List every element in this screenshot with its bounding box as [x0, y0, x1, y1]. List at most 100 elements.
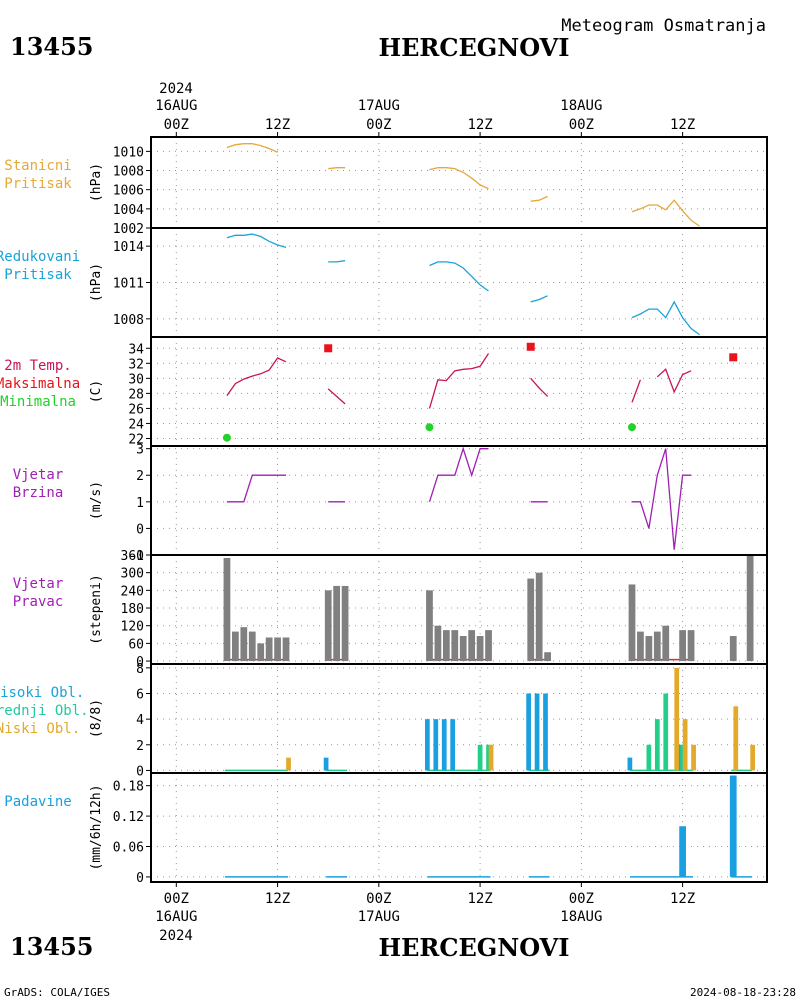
y-tick-label: 240	[121, 584, 144, 599]
bar	[274, 637, 281, 662]
y-tick-label: 0	[136, 871, 144, 886]
y-tick-label: 24	[128, 417, 144, 432]
panel-frame	[150, 136, 768, 229]
y-tick-label: 8	[136, 662, 144, 677]
panel-0: 1002 1004 1006 1008 1010 (hPa) Stanicni Pritisa…	[4, 132, 768, 237]
bar	[240, 627, 248, 662]
top-tick-label: 00Z	[366, 117, 391, 133]
series-line	[429, 167, 489, 190]
series-line	[530, 195, 548, 202]
bar	[232, 631, 239, 662]
y-tick-label: -1	[128, 549, 144, 564]
bar	[323, 757, 329, 771]
bar	[223, 557, 231, 662]
top-date-label: 18AUG	[560, 98, 602, 114]
panel-6: 0 0.06 0.12 0.18 (mm/6h/12h) Padavine	[4, 772, 768, 886]
top-tick-label: 12Z	[467, 117, 492, 133]
bar	[476, 636, 484, 662]
panel-variable-label: Visoki Obl.	[0, 685, 84, 701]
y-tick-label: 180	[121, 602, 144, 617]
panel-variable-label: Redukovani	[0, 249, 80, 265]
series-line	[226, 474, 286, 503]
bar	[433, 719, 439, 771]
tmin-marker	[627, 423, 636, 432]
bar	[341, 585, 349, 662]
top-tick-label: 12Z	[670, 117, 695, 133]
bar	[682, 719, 688, 771]
plot-area	[224, 775, 753, 878]
y-tick-label: 1014	[113, 240, 144, 255]
bar	[729, 775, 737, 877]
bar	[733, 706, 739, 771]
bottom-date-label: 17AUG	[358, 909, 400, 925]
y-tick-label: 0.18	[113, 780, 144, 795]
y-tick-label: 1008	[113, 313, 144, 328]
series-line	[530, 295, 548, 303]
bar	[526, 693, 531, 771]
bar	[662, 625, 670, 662]
bar	[486, 744, 491, 771]
bottom-tick-label: 00Z	[366, 891, 391, 907]
bar	[653, 631, 661, 662]
y-tick-label: 0	[136, 764, 144, 779]
bar	[441, 719, 447, 771]
bar	[646, 744, 652, 771]
footer-left: GrADS: COLA/IGES	[4, 986, 110, 999]
top-tick-label: 00Z	[569, 117, 594, 133]
panel-unit-label: (C)	[89, 380, 104, 403]
series-line	[656, 368, 692, 394]
panel-3: -1 0 1 2 3 (m/s) Vjetar Brzina	[13, 443, 768, 564]
panel-variable-label: Stanicni	[4, 158, 71, 174]
series-line	[328, 167, 346, 170]
bar	[257, 643, 265, 662]
bar	[248, 631, 256, 662]
panel-variable-label: Pritisak	[4, 267, 72, 283]
panel-variable-label: Srednji Obl.	[0, 703, 89, 719]
plot-area	[226, 446, 692, 550]
bottom-tick-label: 00Z	[569, 891, 594, 907]
top-date-label: 17AUG	[358, 98, 400, 114]
bar	[424, 719, 430, 771]
panel-unit-label: (hPa)	[89, 163, 104, 202]
bar	[442, 630, 450, 662]
panel-4: 0 60 120 180 240 300 360 (stepeni) Vjetar Pravac	[13, 549, 768, 670]
bottom-date-label: 16AUG	[155, 909, 197, 925]
station-id-bottom: 13455	[10, 932, 94, 961]
plot-area	[226, 233, 700, 336]
year-bottom: 2024	[159, 928, 193, 944]
y-tick-label: 60	[128, 637, 144, 652]
y-tick-label: 1010	[113, 145, 144, 160]
tmax-marker	[729, 353, 738, 362]
tmax-marker	[526, 342, 535, 351]
y-tick-label: 3	[136, 443, 144, 458]
bottom-date-label: 18AUG	[560, 909, 602, 925]
panel-variable-label: Padavine	[4, 794, 71, 810]
panel-frame	[150, 772, 768, 883]
bar	[459, 636, 467, 662]
y-tick-label: 26	[128, 402, 144, 417]
bottom-time-axis: 00Z 16AUG 12Z 00Z 17AUG 12Z 00Z 18AUG 12Z	[155, 882, 695, 925]
tmax-marker	[324, 344, 333, 353]
station-name-top: HERCEGNOVI	[378, 33, 569, 62]
series-line	[631, 379, 642, 403]
series-line	[226, 143, 278, 153]
bar	[468, 630, 476, 662]
bar	[687, 630, 695, 662]
y-tick-label: 300	[121, 567, 144, 582]
y-tick-label: 0.12	[113, 810, 144, 825]
bar	[543, 693, 548, 771]
bar	[637, 631, 644, 662]
y-tick-label: 120	[121, 620, 144, 635]
tmin-marker	[425, 423, 434, 432]
bar	[426, 590, 433, 662]
bar	[663, 693, 669, 771]
y-tick-label: 4	[136, 713, 144, 728]
panel-variable-label: Vjetar	[13, 467, 64, 483]
panel-variable-label: Pritisak	[4, 176, 72, 192]
y-tick-label: 0	[136, 655, 144, 670]
bottom-tick-label: 12Z	[265, 891, 290, 907]
y-tick-label: 2	[136, 739, 144, 754]
panel-variable-label: Pravac	[13, 594, 64, 610]
series-line	[327, 388, 346, 405]
panel-1: 1008 1011 1014 (hPa) Redukovani Pritisak	[0, 227, 768, 338]
